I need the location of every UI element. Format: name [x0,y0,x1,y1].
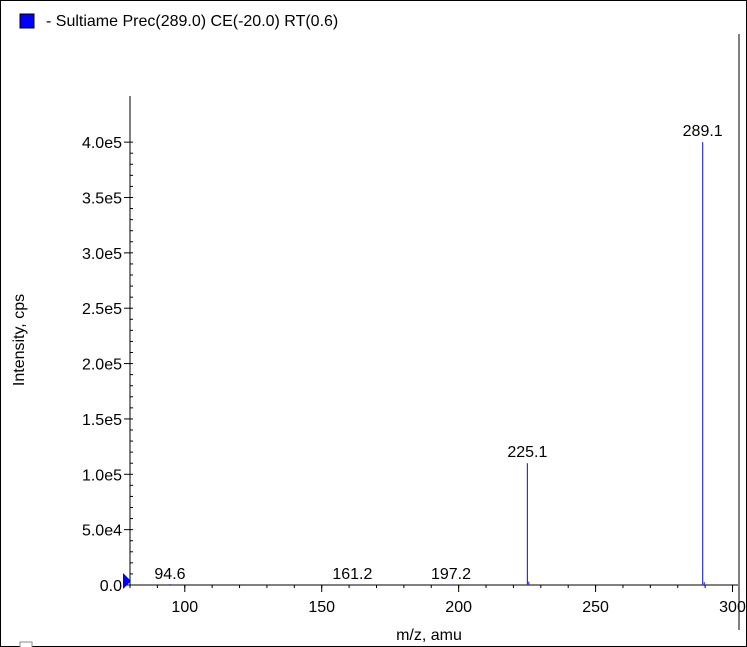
x-tick-label: 100 [171,599,198,616]
y-tick-label: 3.5e5 [82,191,122,208]
x-tick-label: 250 [582,599,609,616]
peak-labels: 94.6 161.2 197.2 225.1 289.1 [154,123,722,583]
y-axis-title: Intensity, cps [11,294,28,386]
legend-label: - Sultiame Prec(289.0) CE(-20.0) RT(0.6) [46,13,338,30]
y-tick-label: 0.0 [100,578,122,595]
peak-label: 289.1 [683,123,723,140]
x-axis-title: m/z, amu [396,627,462,644]
peak-label: 94.6 [154,566,185,583]
y-tick-label: 2.5e5 [82,301,122,318]
x-tick-label: 200 [445,599,472,616]
origin-marker [123,573,131,589]
peaks [169,142,705,585]
y-tick-label: 1.5e5 [82,412,122,429]
y-tick-label: 5.0e4 [82,523,122,540]
peak-label: 197.2 [431,566,471,583]
y-tick-label: 2.0e5 [82,357,122,374]
x-tick-label: 300 [719,599,746,616]
y-ticks: 0.0 5.0e4 1.0e5 1.5e5 2.0e5 2.5e5 3.0e5 3.5e5 4.… [82,135,133,595]
legend-marker [19,13,35,29]
x-ticks: 100 150 200 250 300 [129,585,746,616]
axes [124,96,738,588]
y-tick-label: 4.0e5 [82,135,122,152]
x-tick-label: 150 [308,599,335,616]
legend: - Sultiame Prec(289.0) CE(-20.0) RT(0.6) [19,13,338,30]
y-tick-label: 3.0e5 [82,246,122,263]
corner-marker [19,641,33,647]
peak-label: 161.2 [332,566,372,583]
peak-label: 225.1 [507,444,547,461]
y-tick-label: 1.0e5 [82,467,122,484]
